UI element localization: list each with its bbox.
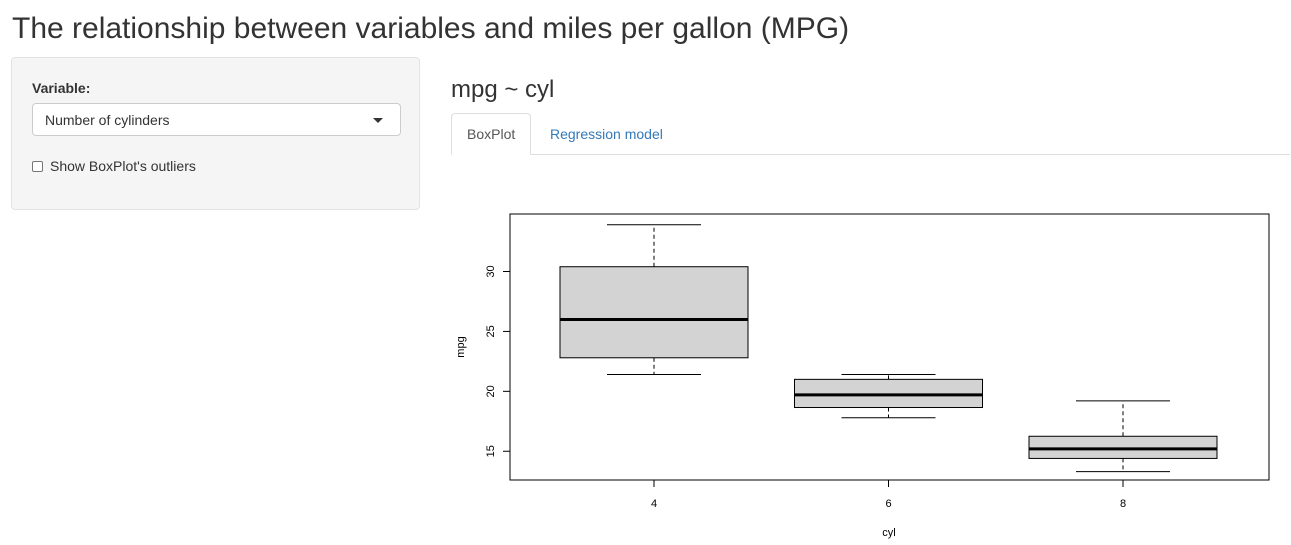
tab-strip: BoxPlot Regression model: [451, 113, 1290, 155]
variable-label: Variable:: [32, 80, 91, 96]
main-title: mpg ~ cyl: [451, 76, 555, 103]
boxplot-chart: 15 20 25 30 4 6 8 cyl mpg: [455, 213, 1270, 539]
y-tick-label: 20: [485, 385, 497, 397]
y-tick-label: 30: [485, 265, 497, 277]
y-tick-label: 15: [485, 445, 497, 457]
x-axis-title: cyl: [882, 527, 895, 539]
sidebar-panel: Variable: Number of cylinders Show BoxPl…: [11, 57, 420, 210]
box-4: [559, 266, 749, 359]
variable-select[interactable]: Number of cylinders: [32, 103, 401, 136]
page-title: The relationship between variables and m…: [12, 12, 850, 45]
x-tick-label: 4: [651, 498, 657, 510]
x-tick-label: 8: [1120, 498, 1126, 510]
outliers-checkbox-label[interactable]: Show BoxPlot's outliers: [50, 158, 196, 174]
outliers-checkbox[interactable]: [32, 160, 43, 172]
y-tick-label: 25: [485, 325, 497, 337]
tab-regression-model[interactable]: Regression model: [550, 126, 663, 142]
y-axis-title: mpg: [455, 336, 467, 357]
outliers-checkbox-row[interactable]: Show BoxPlot's outliers: [32, 158, 196, 174]
chevron-down-icon: [373, 118, 383, 123]
variable-select-value: Number of cylinders: [45, 112, 170, 128]
x-tick-label: 6: [885, 498, 891, 510]
tab-boxplot[interactable]: BoxPlot: [451, 113, 532, 155]
